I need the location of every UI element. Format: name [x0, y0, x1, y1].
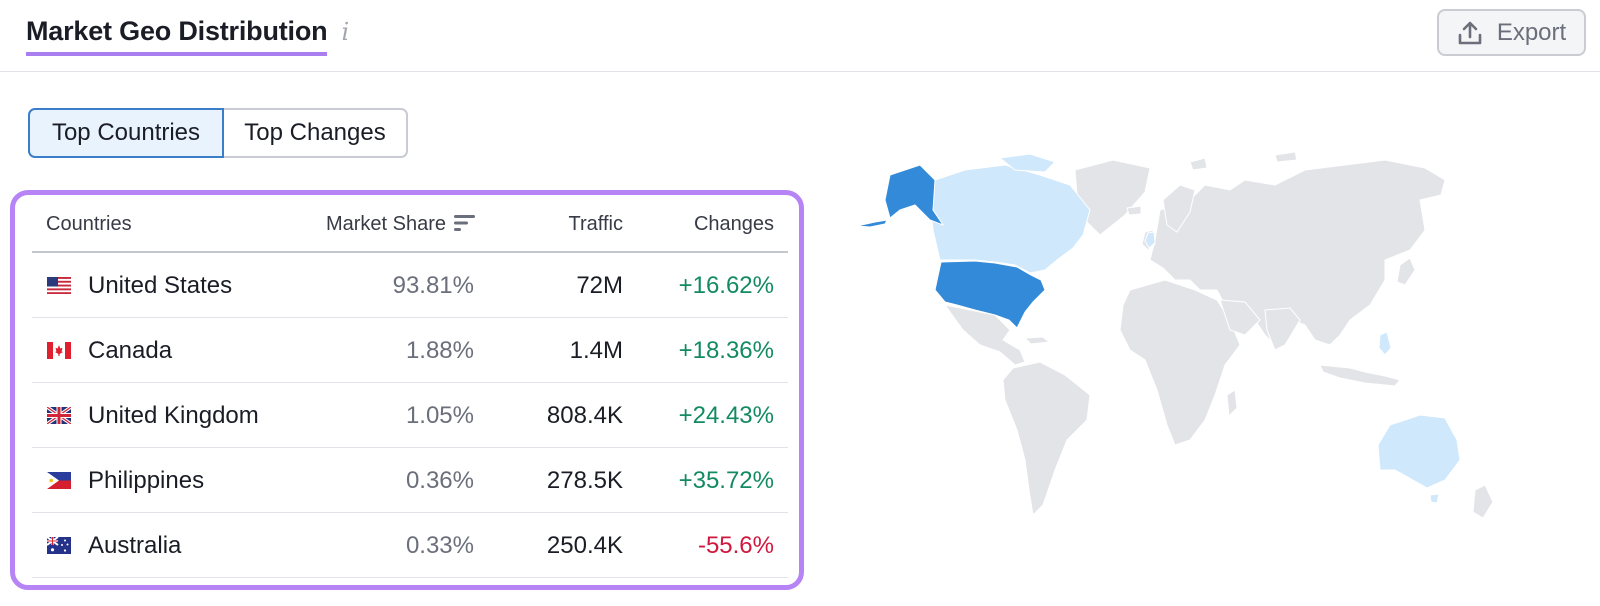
- world-map: [856, 151, 1494, 519]
- export-button[interactable]: Export: [1437, 9, 1586, 56]
- column-header-market-share[interactable]: Market Share: [326, 213, 476, 236]
- table-row[interactable]: United States 93.81% 72M +16.62%: [32, 253, 788, 318]
- map-strong-highlights: [856, 164, 1046, 329]
- market-share-value: 1.88%: [405, 337, 474, 364]
- column-header-traffic: Traffic: [568, 213, 623, 235]
- region-philippines[interactable]: [1378, 331, 1392, 356]
- change-value: -55.6%: [697, 532, 774, 559]
- change-value: +18.36%: [678, 337, 774, 364]
- traffic-value: 72M: [576, 272, 623, 299]
- country-name[interactable]: Australia: [88, 532, 182, 559]
- region-japan[interactable]: [1396, 257, 1416, 286]
- table-row[interactable]: Australia 0.33% 250.4K -55.6%: [32, 513, 788, 578]
- region-scandinavia[interactable]: [1162, 184, 1196, 233]
- region-iceland[interactable]: [1126, 205, 1142, 216]
- header-bar: Market Geo Distribution i Export: [0, 0, 1600, 72]
- table-row[interactable]: United Kingdom 1.05% 808.4K +24.43%: [32, 383, 788, 448]
- region-caribbean[interactable]: [1023, 336, 1051, 345]
- view-toggle: Top Countries Top Changes: [28, 108, 408, 158]
- table-row[interactable]: Canada 1.88% 1.4M +18.36%: [32, 318, 788, 383]
- region-africa[interactable]: [1119, 279, 1241, 446]
- title-group: Market Geo Distribution i: [26, 14, 349, 56]
- ph-flag-icon: [47, 472, 71, 489]
- info-icon[interactable]: i: [341, 18, 350, 46]
- column-header-market-share-label: Market Share: [325, 213, 446, 235]
- country-name[interactable]: Philippines: [88, 467, 205, 494]
- column-header-countries: Countries: [46, 213, 132, 235]
- traffic-value: 808.4K: [546, 402, 623, 429]
- country-name[interactable]: Canada: [88, 337, 173, 364]
- country-name[interactable]: United States: [88, 272, 233, 299]
- change-value: +35.72%: [678, 467, 774, 494]
- region-new-zealand[interactable]: [1472, 484, 1494, 519]
- region-south-america[interactable]: [1002, 361, 1091, 517]
- map-base-land: [943, 151, 1494, 519]
- upload-icon: [1458, 21, 1482, 44]
- map-light-highlights: [929, 153, 1461, 504]
- export-label: Export: [1496, 18, 1567, 46]
- market-share-value: 1.05%: [405, 402, 474, 429]
- gb-flag-icon: [47, 407, 71, 424]
- us-flag-icon: [47, 277, 71, 294]
- region-svalbard[interactable]: [1189, 157, 1208, 171]
- countries-table-card: Countries Market Share Traffic Changes: [10, 190, 804, 590]
- region-arabia[interactable]: [1219, 299, 1261, 336]
- countries-table: Countries Market Share Traffic Changes: [32, 195, 788, 578]
- tab-top-countries[interactable]: Top Countries: [28, 108, 224, 158]
- market-share-value: 0.33%: [405, 532, 474, 559]
- market-share-value: 0.36%: [405, 467, 474, 494]
- au-flag-icon: [47, 537, 71, 554]
- region-indonesia[interactable]: [1319, 364, 1401, 387]
- column-header-changes: Changes: [693, 213, 774, 235]
- sort-icon[interactable]: [454, 214, 476, 232]
- region-tasmania[interactable]: [1429, 493, 1440, 504]
- region-mexico[interactable]: [943, 304, 1026, 366]
- change-value: +16.62%: [678, 272, 774, 299]
- region-aleutians[interactable]: [856, 219, 888, 228]
- traffic-value: 250.4K: [546, 532, 623, 559]
- region-alaska[interactable]: [884, 164, 945, 227]
- region-united-states[interactable]: [934, 260, 1046, 329]
- traffic-value: 278.5K: [546, 467, 623, 494]
- table-header: Countries Market Share Traffic Changes: [32, 195, 788, 253]
- ca-flag-icon: [47, 342, 71, 359]
- market-share-value: 93.81%: [392, 272, 474, 299]
- region-canada[interactable]: [929, 164, 1091, 274]
- country-name[interactable]: United Kingdom: [88, 402, 259, 429]
- region-arctic-islands[interactable]: [1274, 151, 1298, 163]
- region-united-kingdom[interactable]: [1144, 231, 1156, 249]
- region-eurasia[interactable]: [1149, 159, 1446, 346]
- region-australia[interactable]: [1377, 414, 1461, 489]
- change-value: +24.43%: [678, 402, 774, 429]
- region-canada-islands[interactable]: [998, 153, 1056, 173]
- page-title: Market Geo Distribution: [26, 14, 328, 56]
- region-india[interactable]: [1264, 307, 1301, 351]
- traffic-value: 1.4M: [569, 337, 623, 364]
- table-row[interactable]: Philippines 0.36% 278.5K +35.72%: [32, 448, 788, 513]
- tab-top-changes[interactable]: Top Changes: [224, 108, 408, 158]
- region-madagascar[interactable]: [1226, 389, 1238, 418]
